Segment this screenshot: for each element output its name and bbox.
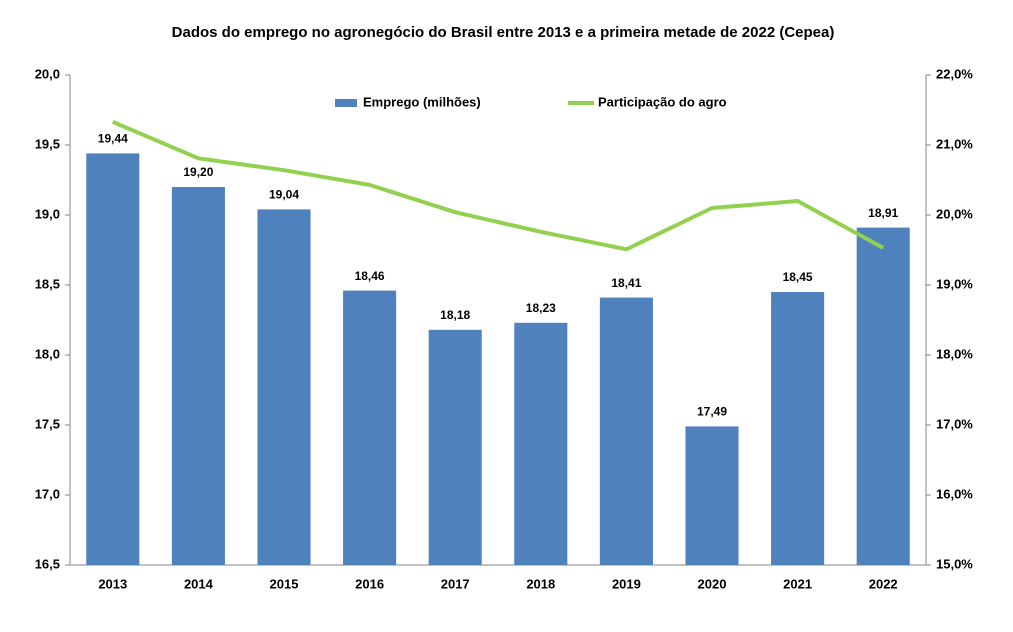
y-tick-label: 16,5 — [35, 556, 60, 571]
bar — [856, 227, 910, 565]
y2-tick-label: 18,0% — [936, 346, 973, 361]
y-tick-label: 17,0 — [35, 486, 60, 501]
bar — [343, 290, 397, 565]
y-tick-label: 17,5 — [35, 416, 60, 431]
data-label: 18,23 — [526, 301, 556, 315]
data-label: 18,46 — [355, 269, 385, 283]
x-tick-label: 2017 — [441, 576, 470, 591]
bar — [171, 187, 225, 565]
data-label: 19,44 — [98, 132, 128, 146]
x-tick-label: 2018 — [526, 576, 555, 591]
data-label: 19,04 — [269, 188, 299, 202]
data-label: 19,20 — [183, 165, 213, 179]
y-tick-label: 18,5 — [35, 276, 60, 291]
x-tick-label: 2022 — [869, 576, 898, 591]
bar — [771, 292, 825, 565]
legend-label: Emprego (milhões) — [363, 94, 481, 109]
legend-swatch — [335, 99, 357, 107]
y2-tick-label: 22,0% — [936, 66, 973, 81]
y-tick-label: 18,0 — [35, 346, 60, 361]
x-tick-label: 2021 — [783, 576, 812, 591]
data-label: 18,45 — [783, 270, 813, 284]
x-tick-label: 2019 — [612, 576, 641, 591]
line — [112, 120, 885, 252]
bar — [428, 329, 482, 565]
y2-tick-label: 16,0% — [936, 486, 973, 501]
x-tick-label: 2015 — [270, 576, 299, 591]
y2-tick-label: 21,0% — [936, 136, 973, 151]
y2-tick-label: 15,0% — [936, 556, 973, 571]
legend-label: Participação do agro — [598, 94, 727, 109]
bar — [257, 209, 311, 565]
data-label: 18,41 — [611, 276, 641, 290]
y2-tick-label: 19,0% — [936, 276, 973, 291]
x-tick-label: 2014 — [184, 576, 214, 591]
y-tick-label: 20,0 — [35, 66, 60, 81]
x-tick-label: 2016 — [355, 576, 384, 591]
bar — [599, 297, 653, 565]
y2-tick-label: 17,0% — [936, 416, 973, 431]
x-tick-label: 2020 — [698, 576, 727, 591]
data-label: 18,18 — [440, 308, 470, 322]
data-label: 17,49 — [697, 405, 727, 419]
y-tick-label: 19,5 — [35, 136, 60, 151]
bar — [86, 153, 140, 565]
x-tick-label: 2013 — [98, 576, 127, 591]
bar — [514, 322, 568, 565]
y2-tick-label: 20,0% — [936, 206, 973, 221]
data-label: 18,91 — [868, 206, 898, 220]
chart-title: Dados do emprego no agronegócio do Brasi… — [172, 24, 835, 41]
y-tick-label: 19,0 — [35, 206, 60, 221]
bar — [685, 426, 739, 565]
